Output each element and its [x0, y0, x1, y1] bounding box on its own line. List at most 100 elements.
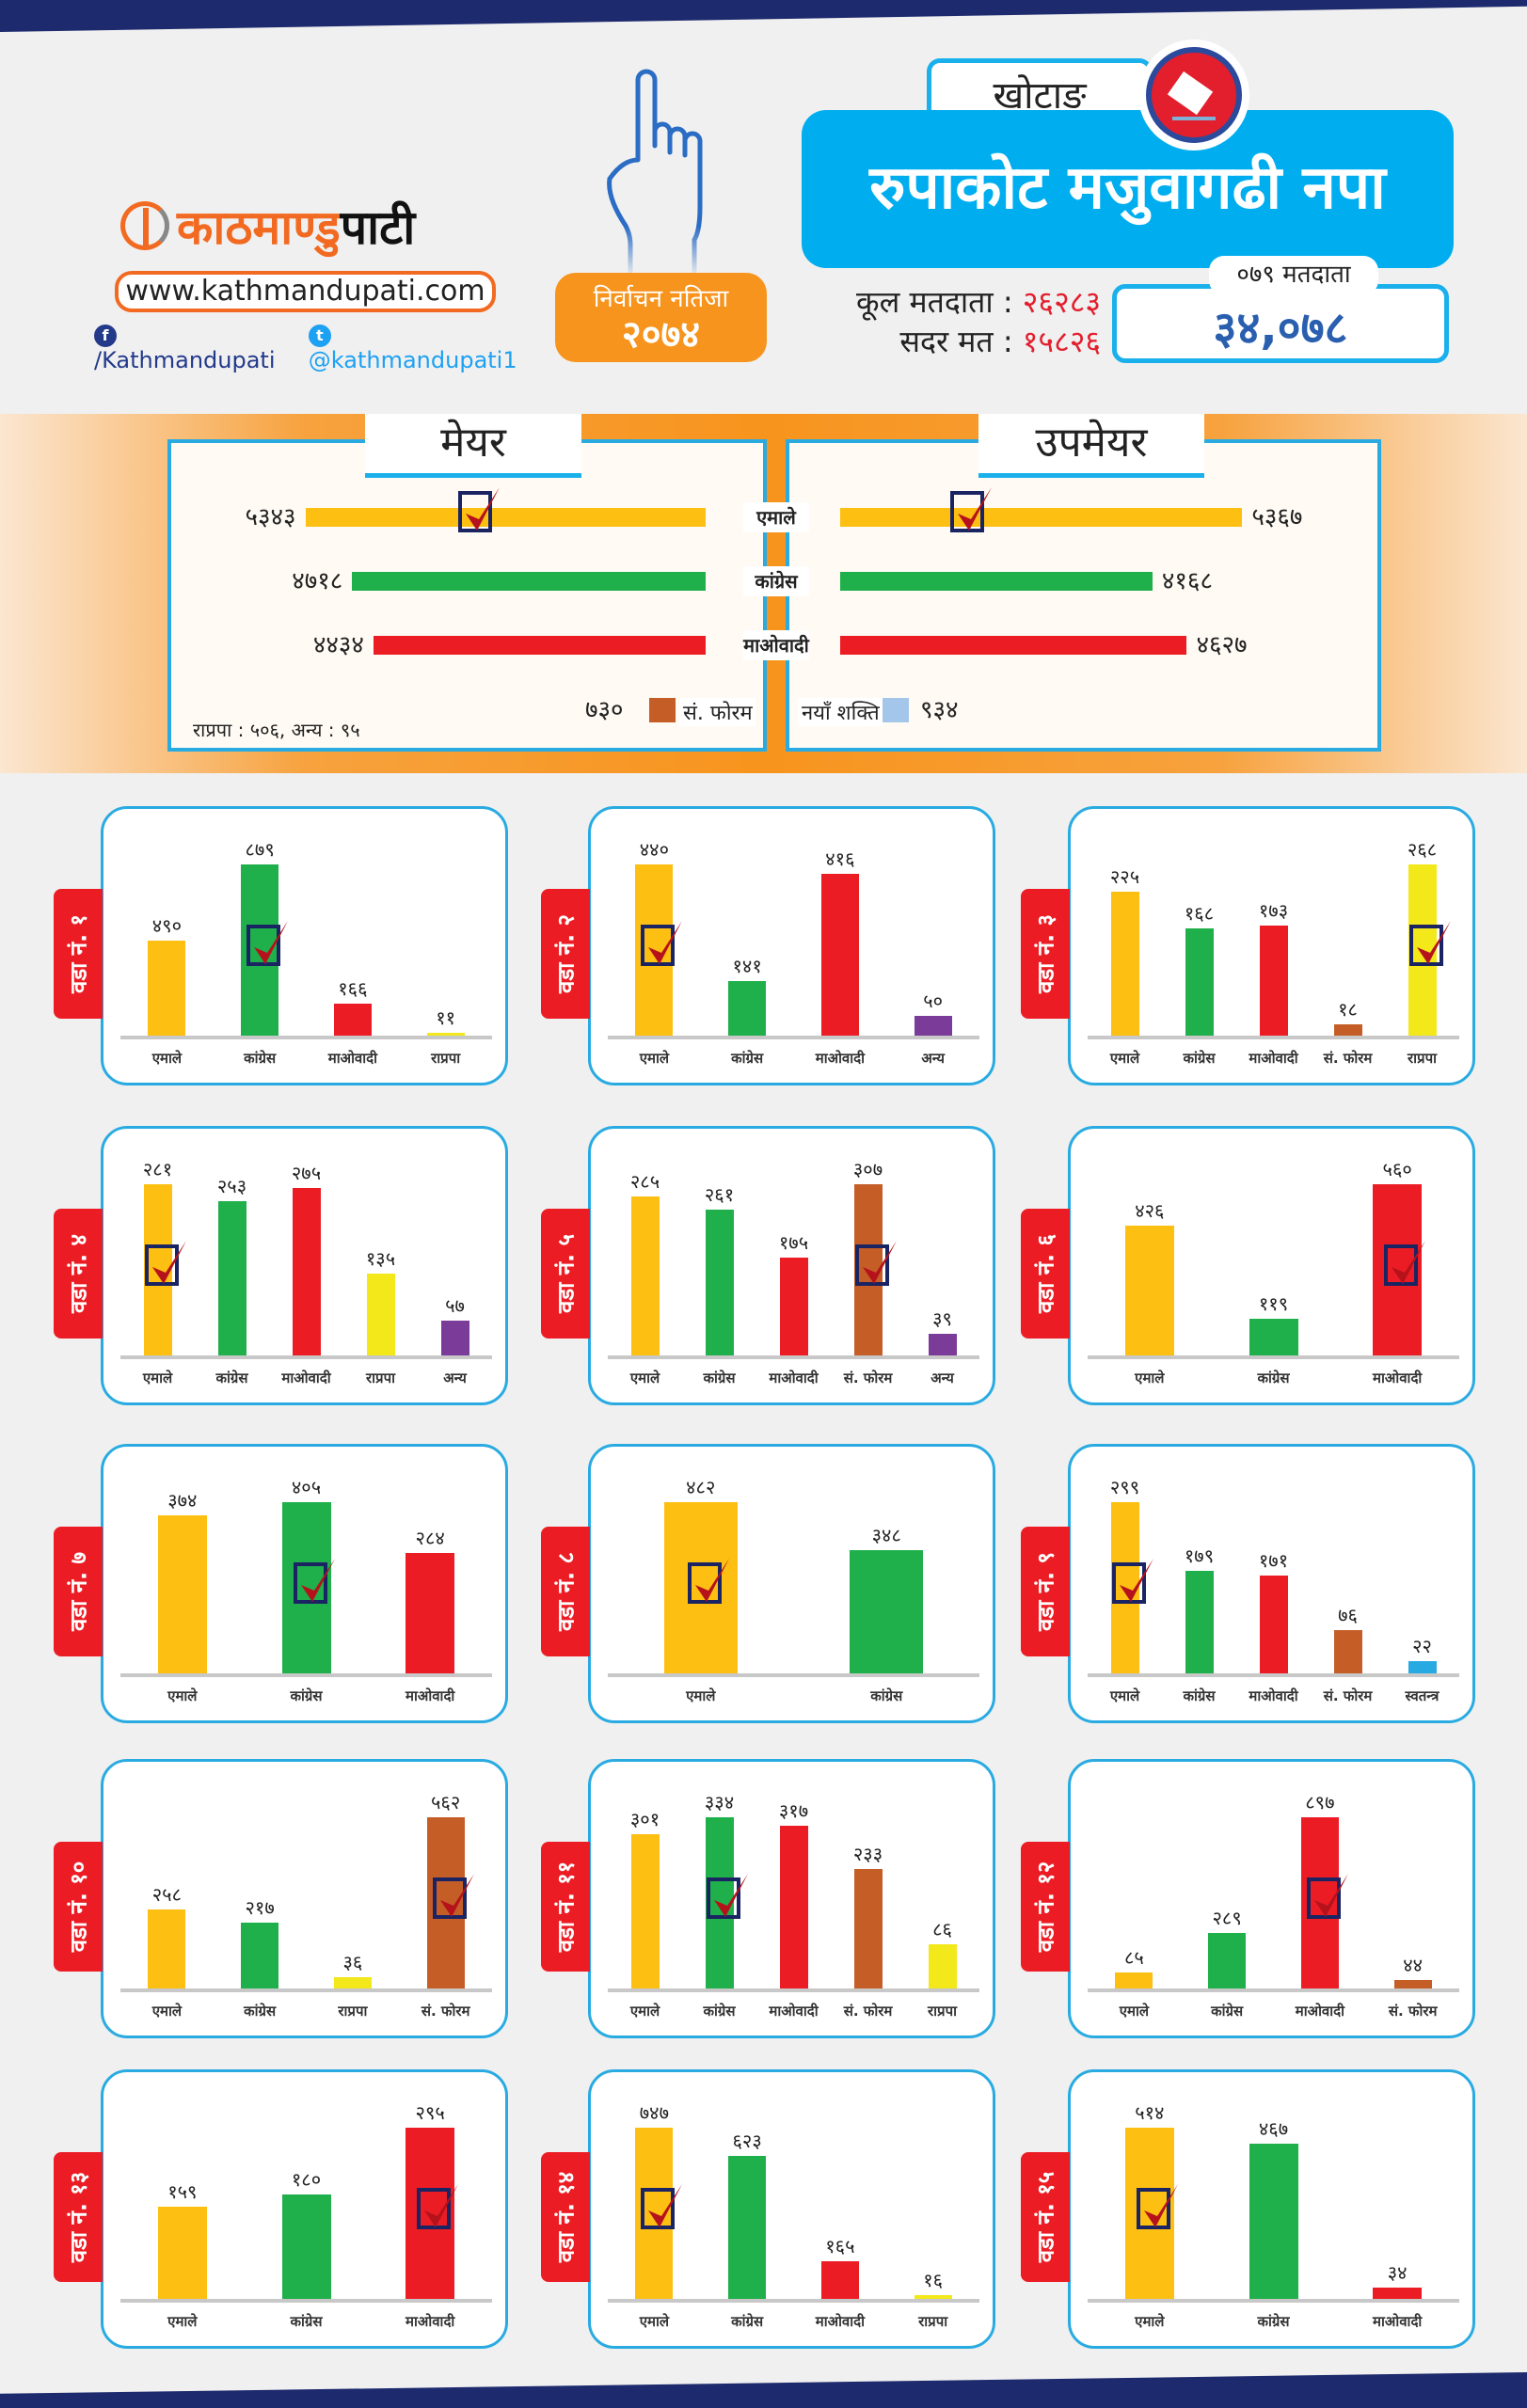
ward-bar — [914, 1016, 952, 1036]
bar-value-label: ४६७ — [1258, 2116, 1289, 2140]
ward-number-label: वडा नं. २ — [552, 913, 580, 994]
ward-card: २८५ एमाले २६१ कांग्रेस १७५ माओवादी ३०७ सं. फोरम… — [588, 1126, 995, 1405]
bar-category-label: सं. फोरम — [843, 2003, 893, 2020]
bar-category-label: कांग्रेस — [1211, 2003, 1244, 2020]
party-label: कांग्रेस — [743, 566, 809, 596]
bar-category-label: माओवादी — [406, 2313, 455, 2330]
bar-value-label: १४१ — [732, 954, 762, 977]
bar-value-label: ४१६ — [825, 847, 855, 870]
deputy-value-label: ४६२७ — [1196, 631, 1248, 659]
twitter-link[interactable]: t@kathmandupati1 — [308, 320, 536, 373]
facebook-link[interactable]: f/Kathmandupati — [94, 320, 295, 373]
ward-card: ४८२ एमाले ३४८ कांग्रेस — [588, 1444, 995, 1723]
bar-category-label: एमाले — [629, 1370, 660, 1386]
naya-shakti-label: नयाँ शक्ति — [798, 698, 883, 726]
voters-079-value: ३४,०७८ — [1112, 284, 1449, 363]
deputy-bar — [840, 636, 1187, 655]
bar-category-label: एमाले — [1135, 2313, 1165, 2330]
ward-card: २२५ एमाले १६८ कांग्रेस १७३ माओवादी १८ सं. फोरम २… — [1068, 806, 1475, 1085]
ward-bar — [630, 1196, 660, 1355]
ward-bar — [820, 873, 859, 1036]
badge-line-1: निर्वाचन नतिजा — [593, 285, 729, 313]
ward-bar — [928, 1333, 957, 1355]
ward-bar — [292, 1187, 321, 1355]
bar-category-label: सं. फोरम — [1323, 1050, 1373, 1067]
bar-category-label: माओवादी — [1373, 2313, 1423, 2330]
bottom-band — [0, 2372, 1527, 2408]
bar-value-label: २१७ — [245, 1895, 275, 1919]
ward-bar — [779, 1826, 808, 1988]
bar-category-label: माओवादी — [815, 2313, 866, 2330]
bar-category-label: एमाले — [639, 1050, 670, 1067]
chart-baseline — [608, 1036, 979, 1039]
bar-value-label: २५८ — [151, 1883, 182, 1907]
bar-category-label: एमाले — [1109, 1050, 1140, 1067]
bar-value-label: १३५ — [365, 1246, 396, 1270]
bar-value-label: २६१ — [704, 1183, 735, 1207]
ward-card: ३७४ एमाले ४०५ कांग्रेस २८४ माओवादी — [101, 1444, 508, 1723]
ward-card: २९९ एमाले १७९ कांग्रेस १७१ माओवादी ७६ सं. फोरम २… — [1068, 1444, 1475, 1723]
ward-number-label: वडा नं. १२ — [1032, 1861, 1059, 1953]
total-voters-label: कूल मतदाता : — [856, 284, 1013, 320]
bar-category-label: एमाले — [167, 2313, 198, 2330]
bar-value-label: २५३ — [216, 1175, 247, 1198]
bar-category-label: अन्य — [921, 1050, 945, 1067]
bar-value-label: ५६२ — [431, 1791, 461, 1814]
ward-bar — [148, 940, 186, 1036]
bar-category-label: कांग्रेस — [244, 2003, 277, 2020]
ward-bar — [366, 1273, 395, 1355]
ward-tag: वडा नं. १५ — [1021, 2152, 1070, 2282]
ward-bar — [1408, 1660, 1437, 1673]
bar-category-label: सं. फोरम — [421, 2003, 470, 2020]
bar-category-label: एमाले — [629, 2003, 660, 2020]
chart-baseline — [608, 1355, 979, 1359]
deputy-bar — [840, 572, 1153, 591]
ward-number-label: वडा नं. १५ — [1032, 2171, 1059, 2263]
ward-tag: वडा नं. ५ — [541, 1209, 590, 1339]
mayor-value-label: ४७१८ — [292, 567, 343, 595]
bar-value-label: २८४ — [415, 1527, 445, 1550]
bar-category-label: एमाले — [142, 1370, 173, 1386]
municipality-title: रुपाकोट मजुवागढी नपा — [802, 110, 1454, 268]
chart-baseline — [120, 1988, 492, 1992]
ward-number-label: वडा नं. १ — [65, 913, 92, 994]
bar-category-label: राप्रपा — [928, 2003, 957, 2020]
ward-tag: वडा नं. १ — [54, 889, 103, 1019]
ward-bar — [1259, 1575, 1288, 1673]
bar-value-label: ४०५ — [291, 1476, 322, 1498]
bar-value-label: ५७ — [445, 1294, 465, 1318]
bar-value-label: १७९ — [1184, 1545, 1215, 1568]
bar-category-label: कांग्रेस — [244, 1050, 277, 1067]
bar-category-label: कांग्रेस — [870, 1687, 903, 1704]
ward-card: १५९ एमाले १८० कांग्रेस २९५ माओवादी — [101, 2069, 508, 2349]
bar-value-label: १७३ — [1258, 898, 1289, 922]
ward-bar — [406, 1553, 455, 1673]
brand-logo: काठमाण्डु पाटी — [120, 193, 478, 259]
bar-category-label: राप्रपा — [431, 1050, 461, 1067]
ward-card: २५८ एमाले २१७ कांग्रेस ३६ राप्रपा ५६२ सं. फोरम — [101, 1759, 508, 2038]
ward-tag: वडा नं. १३ — [54, 2152, 103, 2282]
ward-number-label: वडा नं. ११ — [552, 1861, 580, 1953]
ward-tag: वडा नं. १२ — [1021, 1842, 1070, 1972]
ward-number-label: वडा नं. १० — [65, 1861, 92, 1953]
bar-value-label: २७५ — [291, 1161, 322, 1184]
ward-bar — [1333, 1023, 1362, 1036]
winner-check-icon — [144, 1240, 186, 1286]
bar-category-label: माओवादी — [769, 1370, 819, 1386]
election-result-badge: निर्वाचन नतिजा २०७४ — [555, 273, 767, 362]
bar-category-label: एमाले — [686, 1687, 716, 1704]
bar-category-label: कांग्रेस — [703, 1370, 736, 1386]
website-url[interactable]: www.kathmandupati.com — [115, 271, 496, 312]
winner-check-icon — [641, 2183, 683, 2229]
bar-value-label: ३०७ — [852, 1158, 883, 1180]
chart-baseline — [120, 2299, 492, 2303]
winner-check-icon — [432, 1873, 474, 1919]
ward-card: ८५ एमाले २८९ कांग्रेस ८९७ माओवादी ४४ सं. फोरम — [1068, 1759, 1475, 2038]
winner-check-icon — [247, 920, 289, 966]
ward-bar — [157, 1514, 207, 1673]
ward-bar — [333, 1977, 372, 1988]
bar-value-label: ३६ — [342, 1951, 363, 1974]
ward-bar — [850, 1549, 924, 1673]
deputy-bar — [840, 508, 1243, 527]
ward-bar — [440, 1321, 469, 1355]
